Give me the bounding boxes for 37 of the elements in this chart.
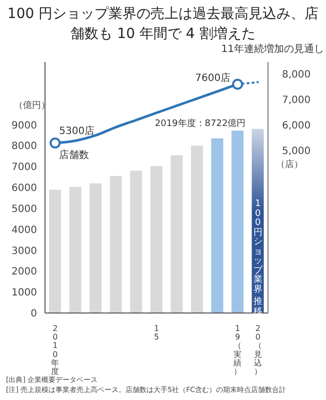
data-label: 5300店 [59,125,95,138]
y-tick-label: 3000 [12,246,37,257]
text: 11年連続増加の見通し [220,42,324,56]
bar [90,183,102,313]
y2-tick-label: 5,000 [282,146,311,158]
x-tick-label: 15 [154,324,160,342]
bar [49,190,62,313]
bar [69,186,82,313]
y-tick-label: 0 [30,308,37,320]
bar [232,130,244,313]
x-tick-label: 19（実績） [232,324,242,376]
text: 100円ショップ業界 [253,199,262,294]
series-label: 店舗数 [59,149,90,162]
data-label: 7600店 [195,72,231,84]
bar [130,170,142,313]
bar [170,155,183,313]
chart-title: 100 円ショップ業界の売上は過去最高見込み、店舗数も 10 年間で 4 割増えた [6,5,320,44]
y-tick-label: 4000 [12,224,37,236]
y-tick-label: 9000 [12,120,37,132]
y-tick-label: 7000 [12,162,37,174]
bar [150,166,162,313]
y-tick-label: 1000 [12,288,37,299]
bar [211,138,224,313]
y2-tick-label: 8,000 [282,70,311,81]
y-tick-label: 5000 [12,204,37,215]
y-tick-label: 8000 [12,141,37,152]
y-tick-label: 6000 [12,183,37,194]
y2-tick-label: 6,000 [282,120,311,132]
x-tick-label: 20（見込） [254,324,262,376]
y2-axis-title: （店） [276,158,303,171]
y2-tick-label: 7,000 [282,95,311,106]
bar [190,146,203,313]
bar [110,176,122,313]
y-axis-title: （億円） [14,100,50,112]
x-tick-label: 2010年度 [51,324,60,376]
y-tick-label: 2000 [12,266,37,278]
annotation: 2019年度：8722億円 [154,118,246,130]
